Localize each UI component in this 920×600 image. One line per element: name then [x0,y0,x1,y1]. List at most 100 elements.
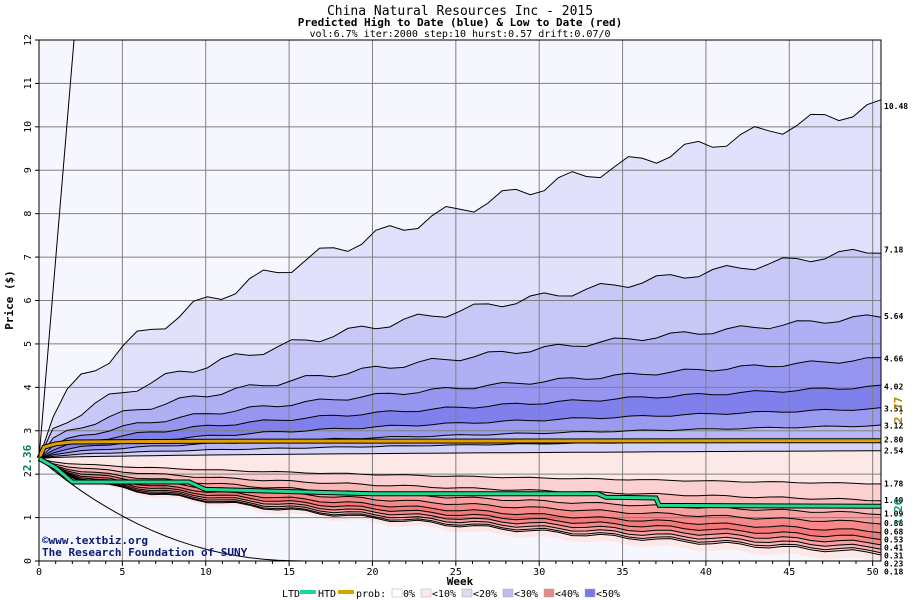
x-tick-label: 20 [366,567,378,578]
credit-url: ©www.textbiz.org [42,534,148,547]
high-band-3.51 [39,407,881,459]
legend-swatch [502,588,514,598]
legend-swatch [543,588,555,598]
end-label-3.12: 3.12 [884,422,903,431]
low-quantile-line [38,458,882,550]
series-lines [36,438,882,509]
low-band-0.68 [39,458,881,533]
median-line [38,450,882,459]
end-label-0.18: 0.18 [884,567,903,576]
x-tick-label: 15 [283,567,295,578]
end-label-0.41: 0.41 [884,543,903,552]
x-tick-label: 5 [119,567,125,578]
legend-item-label: 0% [403,589,415,600]
low-band-1.40 [39,458,881,501]
credit-org: The Research Foundation of SUNY [42,546,248,559]
end-label-0.53: 0.53 [884,535,903,544]
legend-item-label: <40% [555,589,579,600]
ltd-line [38,457,882,508]
end-label-0.31: 0.31 [884,551,903,560]
legend-swatch [391,588,403,598]
legend-htd-swatch [338,590,354,594]
low-band-0.53 [39,458,881,540]
end-label-1.40: 1.40 [884,496,903,505]
low-band-floor [39,458,881,563]
low-quantile-line [38,458,882,485]
chart-subtitle: Predicted High to Date (blue) & Low to D… [298,16,623,29]
high-band-4.66 [39,357,881,459]
legend-item-label: <20% [473,589,497,600]
end-label-1.78: 1.78 [884,480,903,489]
y-tick-label: 0 [23,558,34,564]
legend-prob-label: prob: [356,589,386,600]
htd-line [37,439,882,460]
high-quantile-line [38,314,882,459]
x-tick-label: 0 [36,567,42,578]
x-axis-label: Week [447,575,474,588]
htd-current-label: 2.77 [892,397,905,424]
y-tick-label: 4 [23,384,34,390]
end-label-2.80: 2.80 [884,435,903,444]
y-tick-label: 11 [23,77,34,89]
legend-item-label: <10% [432,589,456,600]
legend-ltd-swatch [300,590,316,594]
legend-swatch [584,588,596,598]
y-tick-label: 8 [23,211,34,217]
low-band-1.78 [39,450,881,484]
legend: LTD HTD prob: 0% <10% <20% <30% <40% <50% [282,588,620,600]
y-axis-label: Price ($) [3,270,16,330]
low-band-0.31 [39,458,881,550]
x-tick-label: 50 [867,567,879,578]
high-band-4.02 [39,385,881,459]
high-band-7.18 [39,249,881,459]
low-band-0.23 [39,458,881,553]
end-label-0.23: 0.23 [884,559,903,568]
low-band-0.41 [39,458,881,545]
high-band-5.64 [39,314,881,459]
x-tick-label: 40 [700,567,712,578]
end-label-4.66: 4.66 [884,355,903,364]
end-label-2.54: 2.54 [884,447,903,456]
end-label-0.88: 0.88 [884,519,903,528]
low-band-1.09 [39,458,881,515]
low-quantile-line [38,458,882,556]
y-tick-label: 3 [23,428,34,434]
end-label-1.09: 1.09 [884,510,903,519]
high-quantile-line [38,357,882,459]
x-tick-label: 45 [783,567,795,578]
y-tick-label: 6 [23,297,34,303]
low-quantile-line [38,458,882,554]
legend-item-label: <30% [514,589,538,600]
simulation-params: vol:6.7% iter:2000 step:10 hurst:0.57 dr… [309,29,610,40]
y-tick-label: 12 [23,34,34,46]
high-quantile-line [38,99,882,459]
y-tick-label: 2 [23,471,34,477]
end-label-0.68: 0.68 [884,527,903,536]
end-label-7.18: 7.18 [884,245,903,254]
y-tick-label: 9 [23,167,34,173]
y-tick-label: 5 [23,341,34,347]
y-tick-label: 1 [23,515,34,521]
end-label-5.64: 5.64 [884,312,903,321]
end-label-4.02: 4.02 [884,382,903,391]
high-quantile-line [38,384,882,459]
legend-swatch [461,588,473,598]
legend-htd-label: HTD [318,589,336,600]
low-quantile-line [38,458,882,534]
end-label-3.51: 3.51 [884,405,903,414]
y-tick-label: 7 [23,254,34,260]
chart-title: China Natural Resources Inc - 2015 [327,4,593,19]
x-tick-label: 35 [617,567,629,578]
ltd-current-label: 1.26 [892,498,905,525]
quantile-end-labels: 10.48 7.18 5.64 4.66 4.02 3.51 3.12 2.80 2.54 1.7… [884,102,908,576]
high-band-10.48 [39,99,881,459]
low-quantile-line [38,458,882,502]
start-price-label: 2.36 [21,444,34,471]
legend-prob-items: 0% <10% <20% <30% <40% <50% [391,588,620,600]
legend-ltd-label: LTD [282,589,300,600]
x-tick-label: 30 [533,567,545,578]
x-tick-label: 10 [200,567,212,578]
high-band-2.80 [39,439,881,459]
